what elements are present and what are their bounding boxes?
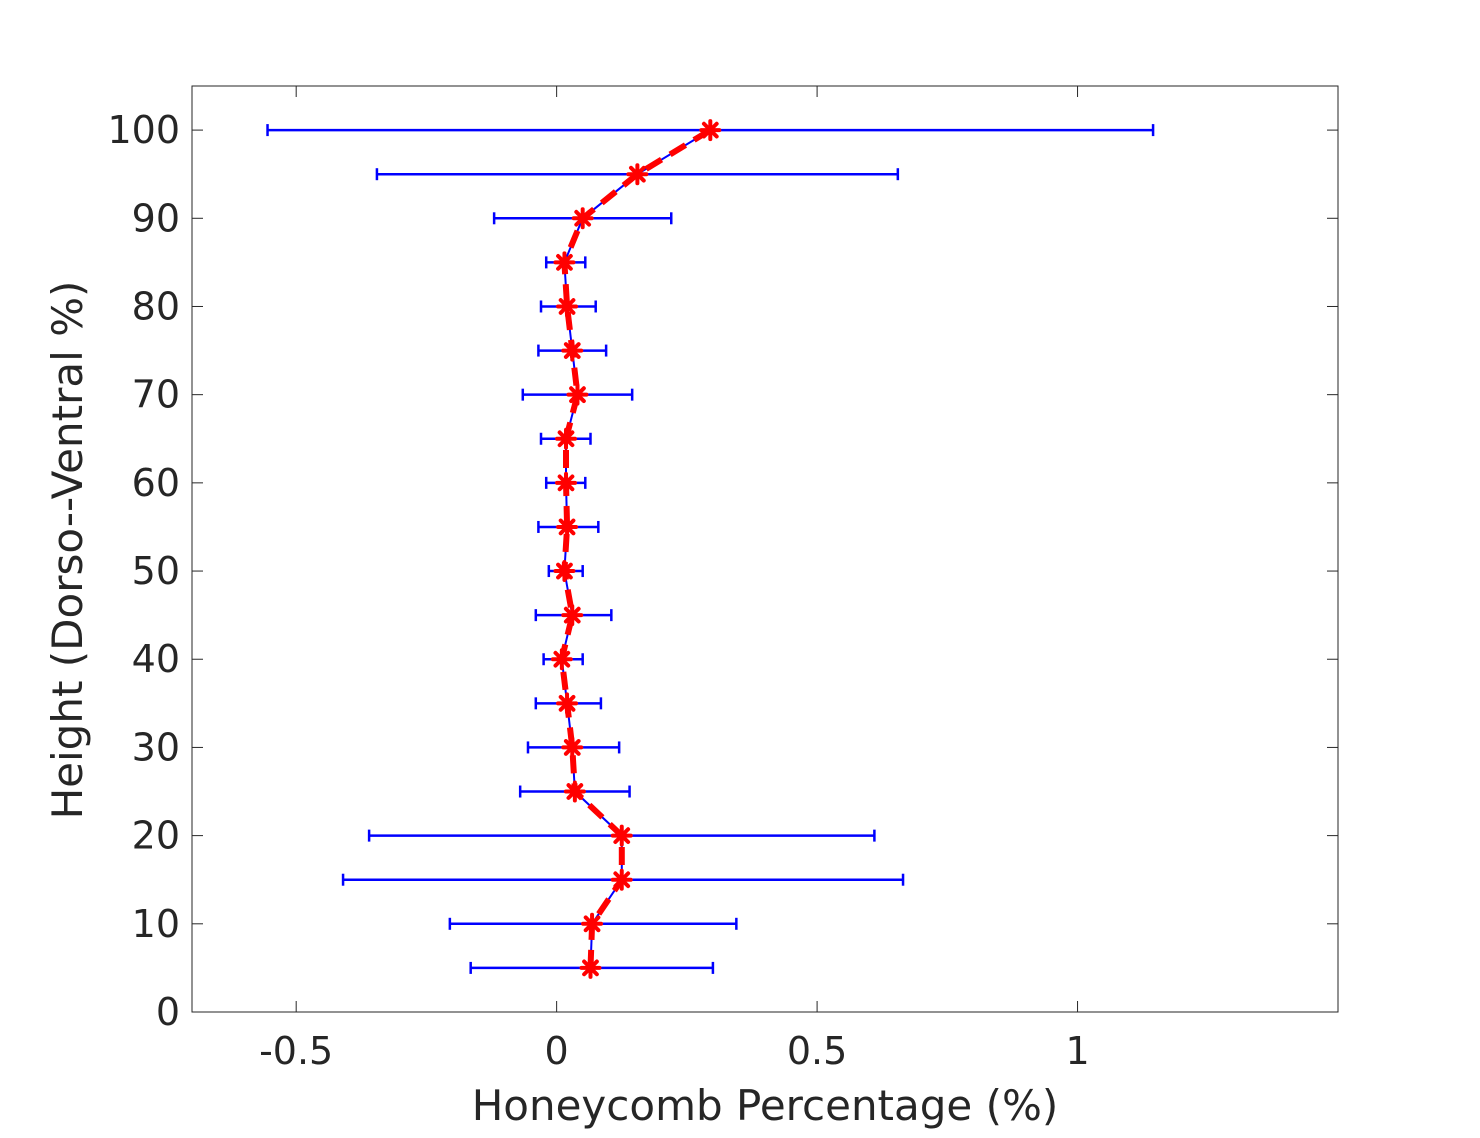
y-axis-label: Height (Dorso--Ventral %)	[43, 281, 92, 820]
data-point	[555, 427, 578, 450]
x-tick-label: -0.5	[259, 1029, 333, 1073]
data-point	[553, 251, 576, 274]
marker-core	[567, 610, 577, 620]
marker-core	[562, 301, 572, 311]
marker-core	[561, 434, 571, 444]
marker-core	[578, 213, 588, 223]
data-point	[556, 295, 579, 318]
marker-core	[562, 698, 572, 708]
data-point	[626, 163, 649, 186]
data-point	[561, 339, 584, 362]
data-point	[555, 471, 578, 494]
marker-core	[557, 654, 567, 664]
x-axis-ticks: -0.5 0 0.5 1	[259, 86, 1090, 1073]
y-tick-label: 80	[132, 284, 180, 328]
data-point	[566, 383, 589, 406]
y-axis-ticks: 0 10 20 30 40 50 60 70 80 90 100	[107, 108, 1338, 1034]
x-tick-label: 0	[545, 1029, 569, 1073]
data-point	[581, 912, 604, 935]
y-tick-label: 60	[132, 461, 180, 505]
marker-core	[567, 742, 577, 752]
plot-area	[191, 85, 1339, 1013]
marker-core	[572, 390, 582, 400]
y-tick-label: 70	[132, 373, 180, 417]
y-tick-label: 10	[132, 902, 180, 946]
y-tick-label: 40	[132, 637, 180, 681]
data-point	[579, 956, 602, 979]
data-point	[556, 692, 579, 715]
y-tick-label: 100	[107, 108, 180, 152]
x-tick-label: 0.5	[787, 1029, 847, 1073]
data-point	[556, 515, 579, 538]
data-point	[553, 560, 576, 583]
y-tick-label: 50	[132, 549, 180, 593]
data-point	[699, 119, 722, 142]
x-axis-label: Honeycomb Percentage (%)	[472, 1081, 1059, 1130]
data-point	[571, 207, 594, 230]
marker-core	[570, 787, 580, 797]
data-point	[563, 780, 586, 803]
data-point	[561, 604, 584, 627]
y-tick-label: 20	[132, 814, 180, 858]
marker-core	[587, 919, 597, 929]
data-point	[610, 824, 633, 847]
marker-core	[585, 963, 595, 973]
marker-core	[561, 478, 571, 488]
x-tick-label: 1	[1065, 1029, 1089, 1073]
marker-core	[559, 566, 569, 576]
y-tick-label: 0	[156, 990, 180, 1034]
marker-core	[617, 831, 627, 841]
marker-core	[617, 875, 627, 885]
marker-core	[559, 257, 569, 267]
y-tick-label: 90	[132, 196, 180, 240]
data-point	[610, 868, 633, 891]
y-tick-label: 30	[132, 725, 180, 769]
marker-core	[567, 346, 577, 356]
marker-core	[705, 125, 715, 135]
marker-core	[632, 169, 642, 179]
axes-box	[191, 85, 1339, 1013]
marker-core	[562, 522, 572, 532]
data-point	[561, 736, 584, 759]
data-point	[550, 648, 573, 671]
